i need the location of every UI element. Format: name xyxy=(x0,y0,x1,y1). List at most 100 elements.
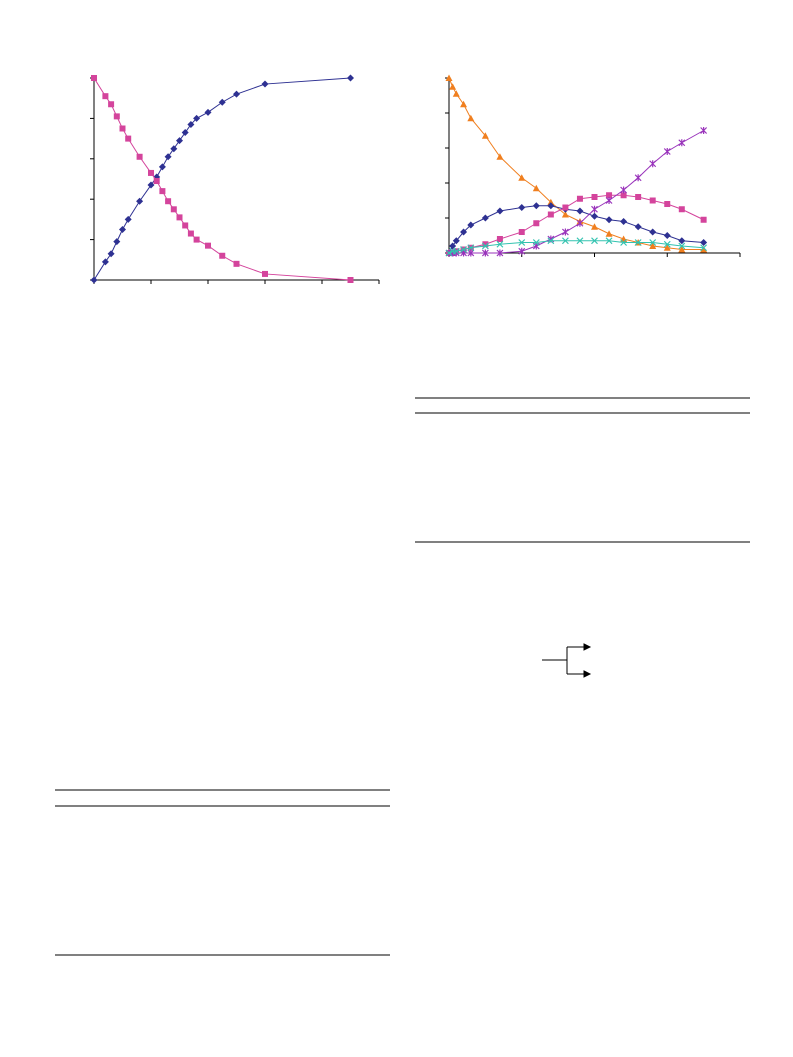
marker xyxy=(147,181,155,189)
marker xyxy=(700,246,708,253)
marker xyxy=(460,246,467,253)
marker xyxy=(148,169,154,176)
marker xyxy=(481,214,489,222)
marker xyxy=(591,205,598,213)
marker xyxy=(119,125,126,132)
marker xyxy=(262,270,268,277)
marker xyxy=(678,242,686,250)
marker xyxy=(518,229,525,235)
marker xyxy=(347,74,354,82)
marker xyxy=(561,237,569,245)
marker xyxy=(136,197,144,205)
marker xyxy=(620,218,628,225)
marker xyxy=(678,246,686,253)
marker xyxy=(649,239,657,246)
series-line xyxy=(93,77,351,281)
marker xyxy=(547,198,555,206)
marker xyxy=(176,137,183,145)
marker xyxy=(663,232,671,239)
marker xyxy=(170,206,177,213)
marker xyxy=(576,219,584,227)
marker xyxy=(532,184,540,192)
marker xyxy=(181,129,189,137)
marker xyxy=(576,207,584,215)
marker xyxy=(605,197,613,204)
marker xyxy=(233,260,240,267)
marker xyxy=(187,230,194,237)
marker xyxy=(170,145,178,153)
marker xyxy=(467,249,475,257)
marker xyxy=(261,80,269,88)
marker xyxy=(649,228,657,236)
marker xyxy=(101,258,109,266)
marker xyxy=(635,194,642,200)
marker xyxy=(663,240,671,248)
marker xyxy=(113,238,121,246)
marker xyxy=(620,239,628,246)
marker xyxy=(165,198,172,205)
marker xyxy=(119,226,126,233)
marker xyxy=(108,101,115,108)
marker xyxy=(449,83,457,90)
marker xyxy=(547,202,555,210)
marker xyxy=(481,249,489,257)
marker xyxy=(547,211,554,218)
series-line xyxy=(93,77,351,281)
marker xyxy=(481,242,489,250)
marker xyxy=(533,220,540,227)
marker xyxy=(700,239,708,246)
marker xyxy=(193,236,200,243)
marker xyxy=(107,250,115,258)
marker xyxy=(649,242,657,249)
branch-diagram xyxy=(542,643,592,678)
marker xyxy=(452,237,460,245)
marker xyxy=(518,247,526,255)
marker xyxy=(445,249,453,257)
marker xyxy=(124,215,132,223)
marker xyxy=(664,201,671,207)
marker xyxy=(467,221,475,229)
marker xyxy=(678,206,685,213)
marker xyxy=(187,120,195,128)
marker xyxy=(591,223,598,230)
marker xyxy=(605,237,613,245)
marker xyxy=(158,163,166,171)
marker xyxy=(649,160,657,168)
marker xyxy=(159,188,166,195)
marker xyxy=(663,148,671,155)
marker xyxy=(219,252,226,259)
marker xyxy=(452,90,460,97)
marker xyxy=(460,100,468,108)
marker xyxy=(620,186,628,194)
marker xyxy=(91,75,97,81)
marker xyxy=(663,244,671,251)
marker xyxy=(532,242,540,250)
marker xyxy=(634,174,642,182)
marker xyxy=(700,244,708,252)
marker xyxy=(347,277,354,283)
marker xyxy=(153,178,160,185)
marker xyxy=(496,249,504,257)
marker xyxy=(496,207,504,215)
marker xyxy=(445,74,453,81)
marker xyxy=(634,223,642,231)
series-line xyxy=(448,77,704,250)
marker xyxy=(496,153,504,160)
marker xyxy=(125,135,132,142)
marker xyxy=(90,276,98,284)
marker xyxy=(561,228,569,236)
marker xyxy=(204,108,212,116)
marker xyxy=(467,114,475,122)
marker xyxy=(518,174,526,181)
series-line xyxy=(448,240,704,254)
marker xyxy=(591,212,598,220)
marker xyxy=(620,235,628,242)
marker xyxy=(176,214,183,221)
marker xyxy=(467,244,475,252)
marker xyxy=(496,236,503,242)
marker xyxy=(496,240,504,248)
marker xyxy=(605,216,613,224)
marker xyxy=(136,153,143,160)
marker xyxy=(678,139,686,147)
